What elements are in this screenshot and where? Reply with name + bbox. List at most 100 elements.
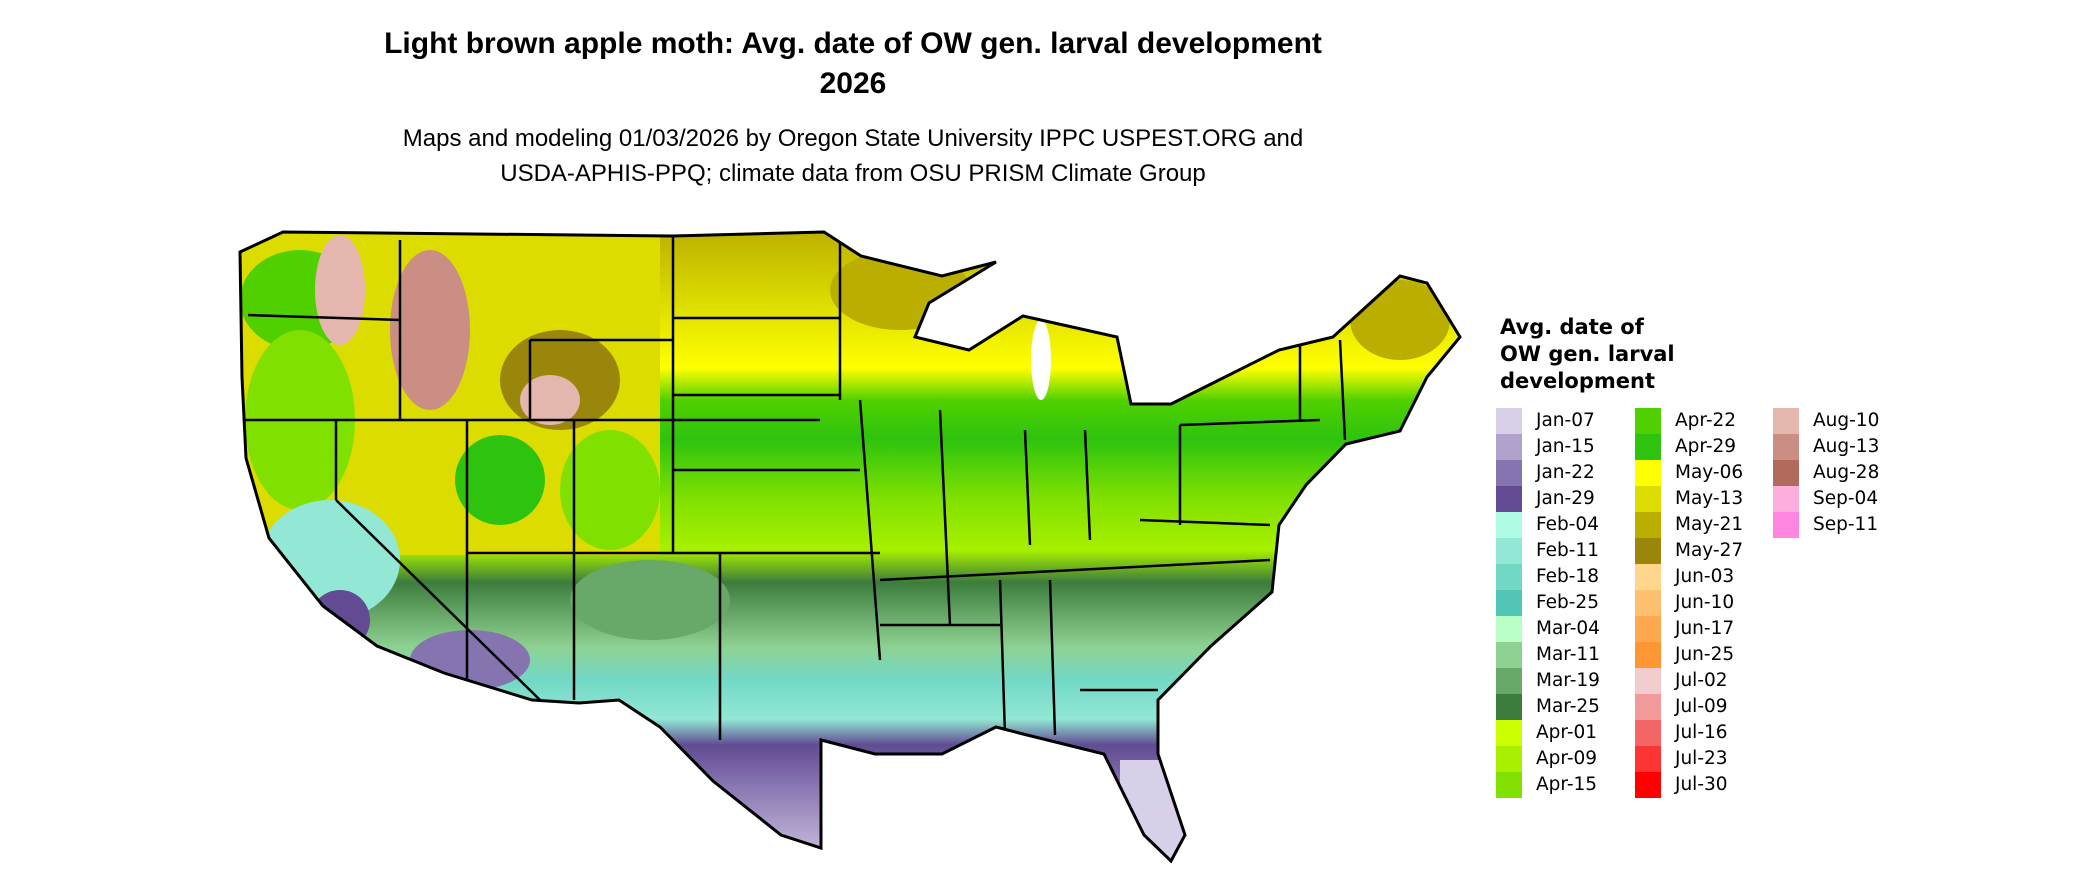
legend-swatch <box>1496 460 1522 486</box>
legend-title: Avg. date of OW gen. larval development <box>1500 314 1740 395</box>
legend-item: Jul-30 <box>1635 772 1743 798</box>
legend-label: Jul-09 <box>1675 696 1728 717</box>
legend-item: Jul-23 <box>1635 746 1743 772</box>
legend-label: Apr-09 <box>1536 748 1598 769</box>
legend-swatch <box>1635 538 1661 564</box>
legend-swatch <box>1635 486 1661 512</box>
legend-swatch <box>1496 486 1522 512</box>
legend-item: May-21 <box>1635 512 1743 538</box>
legend-title-line: OW gen. larval <box>1500 342 1675 366</box>
legend-label: Mar-04 <box>1536 618 1600 639</box>
legend-swatch <box>1635 616 1661 642</box>
legend-item: Jun-03 <box>1635 564 1743 590</box>
legend-label: Jul-23 <box>1675 748 1728 769</box>
legend-label: Feb-11 <box>1536 540 1599 561</box>
legend-item: Feb-25 <box>1496 590 1600 616</box>
legend-item: Jun-17 <box>1635 616 1743 642</box>
legend-title-line: development <box>1500 369 1655 393</box>
legend-label: Jan-07 <box>1536 410 1595 431</box>
legend-swatch <box>1635 460 1661 486</box>
legend-swatch <box>1635 590 1661 616</box>
legend-swatch <box>1773 486 1799 512</box>
legend-label: Feb-18 <box>1536 566 1599 587</box>
legend-swatch <box>1496 408 1522 434</box>
legend-label: Mar-25 <box>1536 696 1600 717</box>
legend-item: Jun-10 <box>1635 590 1743 616</box>
legend-swatch <box>1635 408 1661 434</box>
map-year: 2026 <box>819 67 887 100</box>
legend-item: Jan-22 <box>1496 460 1600 486</box>
legend-swatch <box>1635 434 1661 460</box>
legend-label: Sep-04 <box>1813 488 1879 509</box>
legend-label: Jan-22 <box>1536 462 1595 483</box>
legend-swatch <box>1496 694 1522 720</box>
subtitle-line-2: USDA-APHIS-PPQ; climate data from OSU PR… <box>500 160 1206 187</box>
legend-swatch <box>1635 746 1661 772</box>
legend-item: Apr-15 <box>1496 772 1600 798</box>
legend-label: Jan-29 <box>1536 488 1595 509</box>
legend-label: Feb-25 <box>1536 592 1599 613</box>
legend-item: Jul-16 <box>1635 720 1743 746</box>
legend-label: May-06 <box>1675 462 1744 483</box>
legend-swatch <box>1635 668 1661 694</box>
legend-item: Jul-02 <box>1635 668 1743 694</box>
legend-swatch <box>1773 460 1799 486</box>
legend-swatch <box>1773 408 1799 434</box>
legend-label: Jun-17 <box>1675 618 1735 639</box>
legend-swatch <box>1496 434 1522 460</box>
legend-swatch <box>1496 746 1522 772</box>
legend-swatch <box>1773 512 1799 538</box>
legend-item: Jun-25 <box>1635 642 1743 668</box>
legend-swatch <box>1496 564 1522 590</box>
legend-item: Mar-25 <box>1496 694 1600 720</box>
legend-item: Feb-04 <box>1496 512 1600 538</box>
legend-label: Apr-15 <box>1536 774 1598 795</box>
legend-swatch <box>1496 642 1522 668</box>
legend-swatch <box>1496 538 1522 564</box>
legend-swatch <box>1496 512 1522 538</box>
legend-item: Aug-28 <box>1773 460 1879 486</box>
legend-label: Apr-22 <box>1675 410 1737 431</box>
legend-label: Jul-30 <box>1675 774 1728 795</box>
legend-swatch <box>1635 564 1661 590</box>
legend-item: Mar-11 <box>1496 642 1600 668</box>
legend-item: Sep-11 <box>1773 512 1879 538</box>
legend-label: Jul-02 <box>1675 670 1728 691</box>
map-raster <box>240 232 1460 861</box>
legend-swatch <box>1635 772 1661 798</box>
legend-swatch <box>1635 512 1661 538</box>
legend-swatch <box>1496 720 1522 746</box>
legend-item: Feb-18 <box>1496 564 1600 590</box>
legend-title-line: Avg. date of <box>1500 315 1644 339</box>
legend-swatch <box>1496 616 1522 642</box>
legend-swatch <box>1773 434 1799 460</box>
legend-column-1: Jan-07 Jan-15 Jan-22 Jan-29 Feb-04 Feb-11 Feb-… <box>1496 408 1600 798</box>
legend-item: May-13 <box>1635 486 1743 512</box>
legend-item: May-27 <box>1635 538 1743 564</box>
legend: Avg. date of OW gen. larval development … <box>1496 314 1879 798</box>
legend-item: May-06 <box>1635 460 1743 486</box>
legend-swatch <box>1496 668 1522 694</box>
legend-swatch <box>1496 590 1522 616</box>
legend-swatch <box>1635 694 1661 720</box>
legend-item: Sep-04 <box>1773 486 1879 512</box>
legend-column-2: Apr-22 Apr-29 May-06 May-13 May-21 May-27 Jun-… <box>1635 408 1743 798</box>
legend-label: Jun-03 <box>1675 566 1735 587</box>
legend-item: Mar-19 <box>1496 668 1600 694</box>
legend-item: Jul-09 <box>1635 694 1743 720</box>
legend-label: Aug-10 <box>1813 410 1880 431</box>
legend-item: Apr-09 <box>1496 746 1600 772</box>
legend-column-3: Aug-10 Aug-13 Aug-28 Sep-04 Sep-11 <box>1773 408 1879 538</box>
legend-item: Mar-04 <box>1496 616 1600 642</box>
legend-swatch <box>1635 720 1661 746</box>
legend-label: Sep-11 <box>1813 514 1879 535</box>
legend-label: Aug-13 <box>1813 436 1880 457</box>
legend-item: Feb-11 <box>1496 538 1600 564</box>
legend-item: Jan-15 <box>1496 434 1600 460</box>
legend-label: Mar-11 <box>1536 644 1600 665</box>
legend-label: Jan-15 <box>1536 436 1595 457</box>
legend-swatch <box>1635 642 1661 668</box>
legend-label: Apr-29 <box>1675 436 1737 457</box>
legend-item: Apr-29 <box>1635 434 1743 460</box>
